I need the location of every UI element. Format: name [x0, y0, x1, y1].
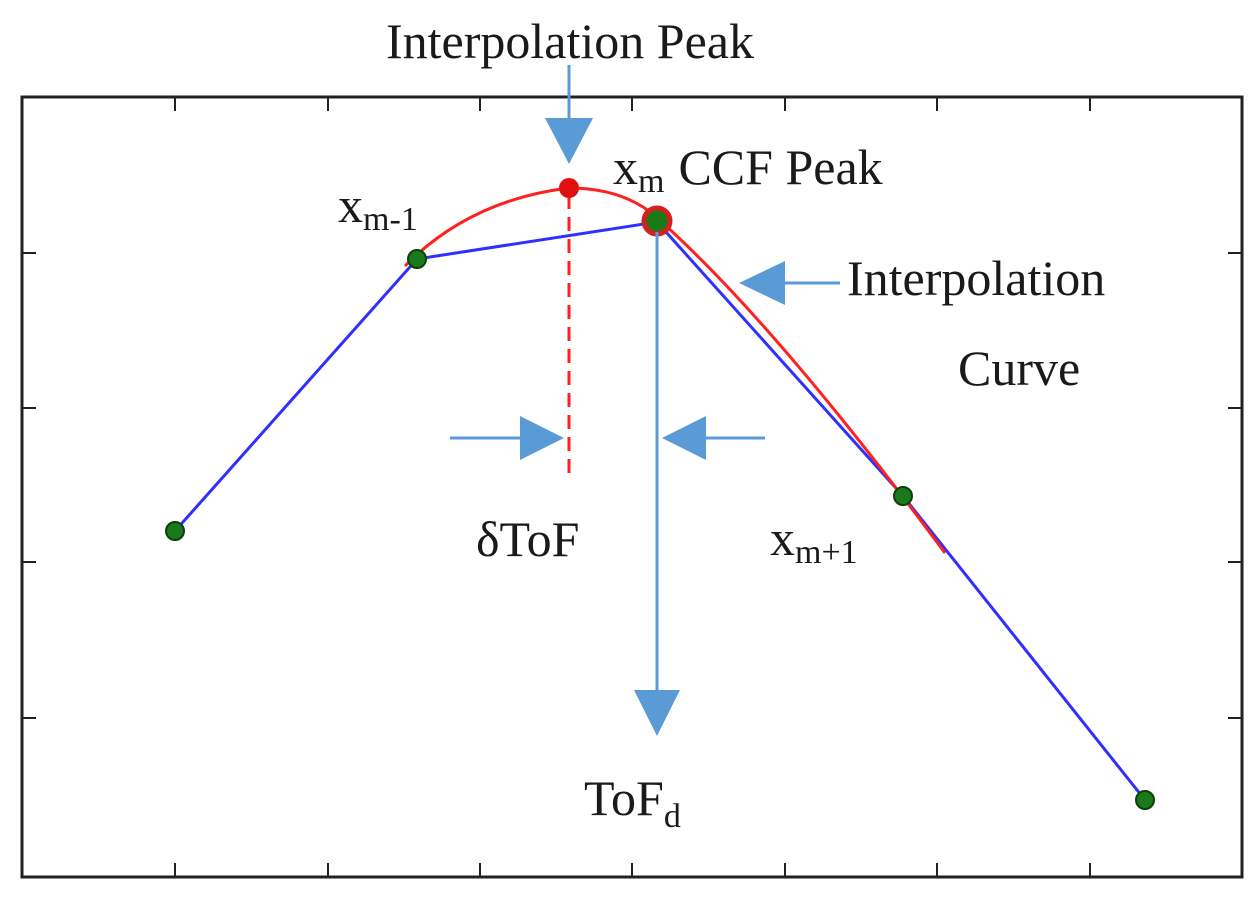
interpolation-curve-label: Interpolation: [847, 250, 1105, 306]
interpolation-peak-label: Interpolation Peak: [386, 13, 754, 69]
delta-tof-label: δToF: [476, 511, 579, 567]
frame: [20, 95, 1244, 879]
interpolation-peak-point: [559, 178, 579, 198]
arrows: [450, 65, 840, 736]
label-base: x: [770, 510, 795, 566]
label-base: x: [338, 177, 363, 233]
label-subscript: d: [664, 798, 681, 835]
label-text: CCF Peak: [678, 139, 882, 195]
interpolation-curve-label: Curve: [958, 340, 1080, 396]
label-base: x: [613, 139, 638, 195]
label-subscript: m-1: [363, 201, 418, 238]
label-base: ToF: [584, 770, 664, 826]
tof-d-label: ToFd: [584, 770, 681, 835]
ccf-peak-marker: [641, 205, 673, 237]
x-prev-label: xm-1: [338, 177, 418, 238]
label-subscript: m: [638, 163, 664, 200]
x-next-label: xm+1: [770, 510, 858, 571]
label-subscript: m+1: [795, 534, 858, 571]
sample-points: [165, 249, 1155, 810]
ccf-peak-label: xm CCF Peak: [613, 139, 883, 200]
